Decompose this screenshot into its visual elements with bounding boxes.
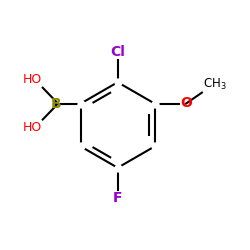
Text: O: O <box>180 96 192 110</box>
Text: B: B <box>51 96 62 110</box>
Text: CH$_3$: CH$_3$ <box>202 77 226 92</box>
Text: HO: HO <box>22 121 42 134</box>
Text: HO: HO <box>22 74 42 86</box>
Text: F: F <box>113 191 122 205</box>
Text: Cl: Cl <box>110 45 125 59</box>
